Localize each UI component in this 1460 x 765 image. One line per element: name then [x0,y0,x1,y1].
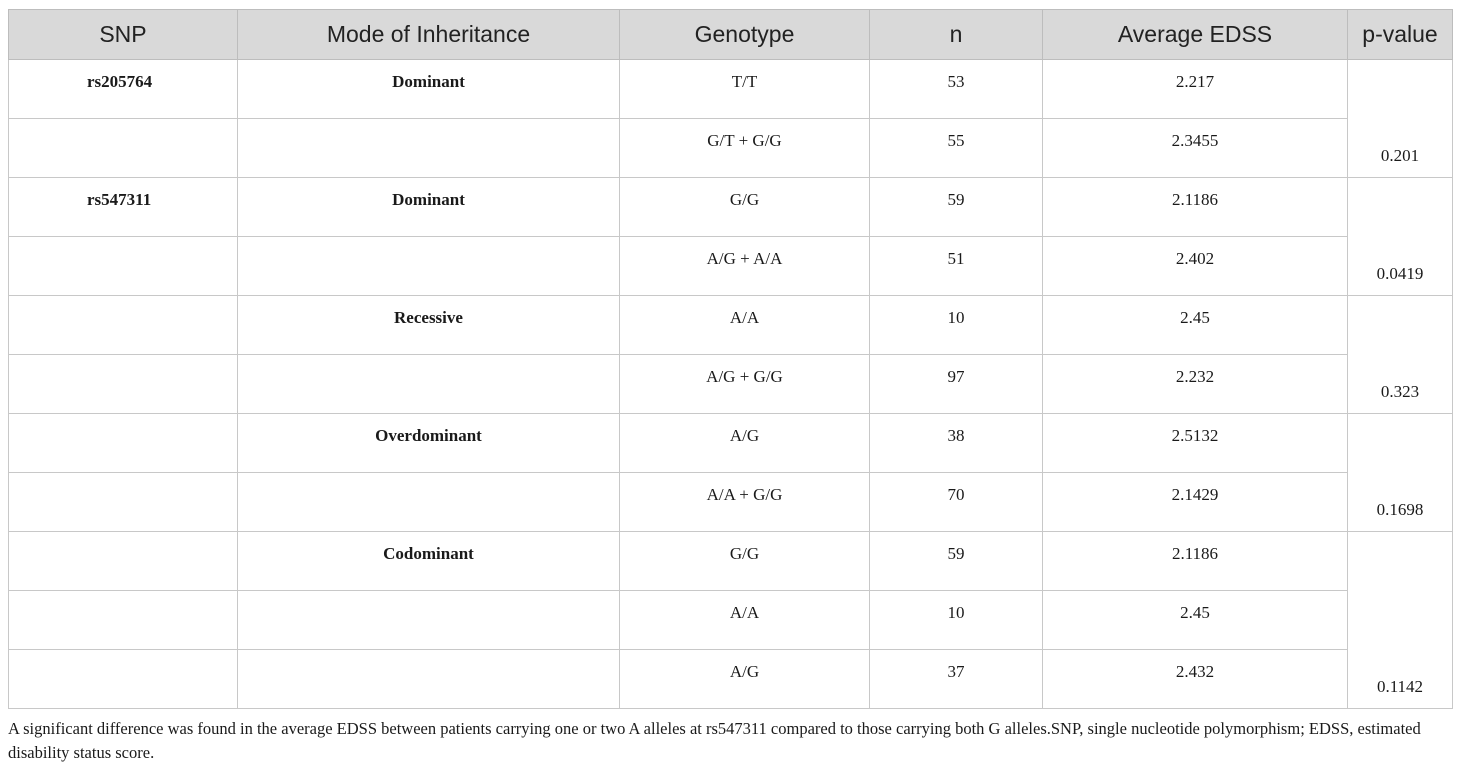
table-row: rs205764 Dominant T/T 53 2.217 0.201 [8,59,1453,178]
genotype-cell: A/G [619,413,870,473]
edss-cell: 2.1186 [1042,531,1348,591]
n-cell: 70 [869,472,1043,532]
p-value-cell: 0.201 [1347,59,1453,178]
mode-cell: Codominant [237,531,620,591]
n-cell: 38 [869,413,1043,473]
mode-cell [237,354,620,414]
snp-cell [8,354,238,414]
edss-cell: 2.232 [1042,354,1348,414]
snp-cell [8,413,238,473]
mode-cell [237,472,620,532]
snp-cell [8,649,238,709]
table-row: A/G + G/G 97 2.232 [8,354,1453,414]
genotype-cell: A/A + G/G [619,472,870,532]
table-row: Overdominant A/G 38 2.5132 0.1698 [8,413,1453,532]
genotype-cell: G/G [619,177,870,237]
n-cell: 37 [869,649,1043,709]
snp-cell [8,531,238,591]
snp-cell: rs547311 [8,177,238,237]
n-cell: 51 [869,236,1043,296]
n-cell: 10 [869,295,1043,355]
n-cell: 97 [869,354,1043,414]
edss-cell: 2.402 [1042,236,1348,296]
snp-cell [8,236,238,296]
genotype-cell: A/G [619,649,870,709]
edss-cell: 2.432 [1042,649,1348,709]
table-row: A/G 37 2.432 [8,649,1453,709]
header-mode-of-inheritance: Mode of Inheritance [237,9,620,60]
mode-cell [237,236,620,296]
n-cell: 10 [869,590,1043,650]
mode-cell: Overdominant [237,413,620,473]
n-cell: 59 [869,177,1043,237]
mode-cell: Recessive [237,295,620,355]
edss-cell: 2.45 [1042,295,1348,355]
mode-cell: Dominant [237,59,620,119]
table-row: G/T + G/G 55 2.3455 [8,118,1453,178]
genotype-cell: G/T + G/G [619,118,870,178]
header-n: n [869,9,1043,60]
header-genotype: Genotype [619,9,870,60]
p-value-cell: 0.1142 [1347,531,1453,709]
table-row: A/G + A/A 51 2.402 [8,236,1453,296]
edss-cell: 2.3455 [1042,118,1348,178]
table-row: A/A 10 2.45 [8,590,1453,650]
header-p-value: p-value [1347,9,1453,60]
mode-cell [237,118,620,178]
table-footnote: A significant difference was found in th… [8,719,1421,762]
table-row: Recessive A/A 10 2.45 0.323 [8,295,1453,414]
table-container: SNP Mode of Inheritance Genotype n Avera… [8,9,1453,765]
table-row: rs547311 Dominant G/G 59 2.1186 0.0419 [8,177,1453,296]
header-snp: SNP [8,9,238,60]
mode-cell: Dominant [237,177,620,237]
genotype-cell: A/G + A/A [619,236,870,296]
edss-cell: 2.217 [1042,59,1348,119]
edss-cell: 2.1186 [1042,177,1348,237]
snp-cell: rs205764 [8,59,238,119]
p-value-cell: 0.323 [1347,295,1453,414]
mode-cell [237,590,620,650]
edss-cell: 2.1429 [1042,472,1348,532]
genotype-cell: G/G [619,531,870,591]
p-value-cell: 0.0419 [1347,177,1453,296]
table-row: A/A + G/G 70 2.1429 [8,472,1453,532]
p-value-cell: 0.1698 [1347,413,1453,532]
genotype-cell: T/T [619,59,870,119]
header-average-edss: Average EDSS [1042,9,1348,60]
table-row: Codominant G/G 59 2.1186 0.1142 [8,531,1453,709]
mode-cell [237,649,620,709]
snp-cell [8,118,238,178]
edss-cell: 2.5132 [1042,413,1348,473]
snp-cell [8,295,238,355]
edss-cell: 2.45 [1042,590,1348,650]
n-cell: 53 [869,59,1043,119]
snp-cell [8,472,238,532]
n-cell: 59 [869,531,1043,591]
header-row: SNP Mode of Inheritance Genotype n Avera… [8,9,1453,60]
genotype-cell: A/G + G/G [619,354,870,414]
edss-table: SNP Mode of Inheritance Genotype n Avera… [8,9,1453,709]
snp-cell [8,590,238,650]
genotype-cell: A/A [619,590,870,650]
genotype-cell: A/A [619,295,870,355]
n-cell: 55 [869,118,1043,178]
